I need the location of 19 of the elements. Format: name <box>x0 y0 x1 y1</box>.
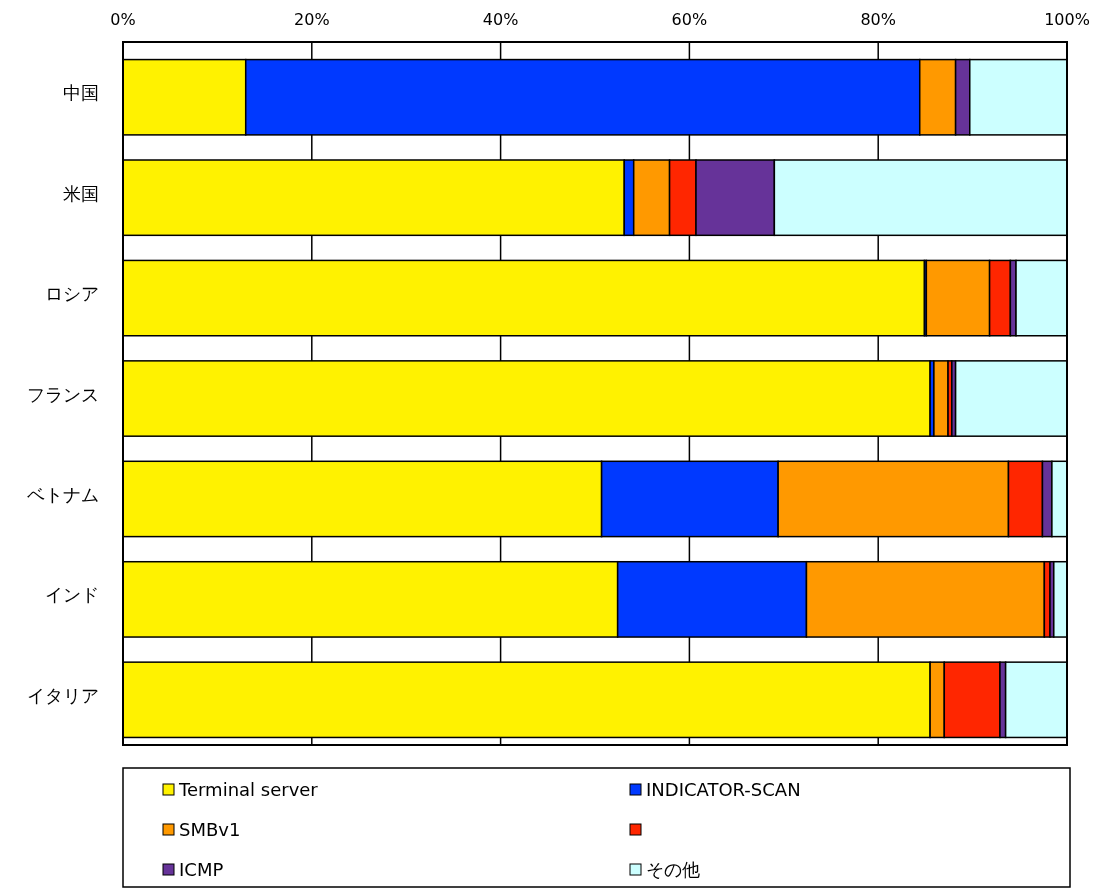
x-tick-label: 60% <box>671 10 708 29</box>
y-tick-label: ベトナム <box>27 483 99 505</box>
x-tick-label: 20% <box>294 10 330 29</box>
x-tick-label: 80% <box>860 10 896 29</box>
y-tick-label: 中国 <box>63 82 99 104</box>
x-tick-label: 100% <box>1044 10 1090 29</box>
y-tick-label: イタリア <box>27 684 99 706</box>
legend-label: その他 <box>646 859 700 880</box>
x-tick-label: 0% <box>110 10 136 29</box>
legend-label: INDICATOR-SCAN <box>646 779 801 800</box>
legend-label: Terminal server <box>178 779 319 800</box>
y-tick-label: インド <box>45 584 99 606</box>
legend-label: SMBv1 <box>179 819 241 840</box>
bar <box>933 360 949 437</box>
y-tick-label: フランス <box>27 383 99 405</box>
y-tick-label: 米国 <box>63 182 99 204</box>
y-tick-label: ロシア <box>45 283 99 305</box>
x-tick-label: 40% <box>482 10 519 29</box>
legend-label: ICMP <box>179 859 224 880</box>
